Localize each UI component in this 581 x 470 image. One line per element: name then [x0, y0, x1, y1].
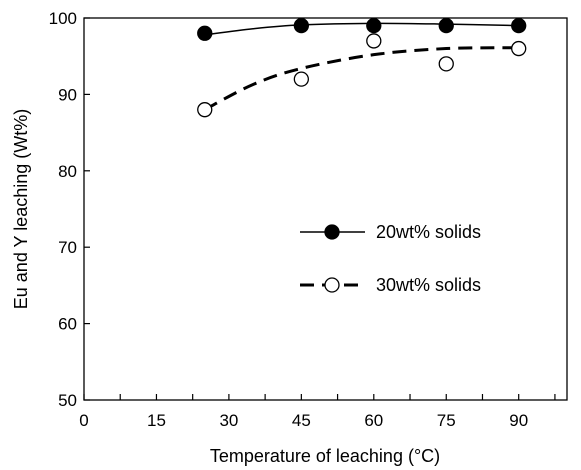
x-tick-label: 30 — [219, 411, 238, 430]
x-tick-label: 45 — [292, 411, 311, 430]
series-layer — [197, 17, 527, 118]
legend-marker-2 — [324, 277, 340, 293]
x-tick-label: 60 — [364, 411, 383, 430]
x-tick-label: 15 — [147, 411, 166, 430]
legend-label-2: 30wt% solids — [376, 275, 481, 295]
y-tick-label: 60 — [58, 315, 77, 334]
legend-label-1: 20wt% solids — [376, 222, 481, 242]
x-tick-label: 90 — [509, 411, 528, 430]
y-axis-label: Eu and Y leaching (Wt%) — [11, 109, 31, 309]
series-1-point — [438, 17, 454, 34]
series-2-point — [438, 56, 454, 72]
legend: 20wt% solids 30wt% solids — [300, 222, 481, 295]
series-1-point — [511, 17, 527, 34]
x-tick-label: 75 — [437, 411, 456, 430]
series-1-trend-line — [204, 22, 519, 36]
series-1-point — [197, 25, 213, 41]
plot-area-frame — [83, 17, 568, 401]
series-2-point — [366, 33, 382, 49]
series-1-point — [293, 17, 310, 34]
x-axis-ticks: 0 15 30 45 60 75 90 — [79, 394, 556, 430]
y-tick-label: 90 — [58, 85, 77, 104]
series-2-point — [511, 40, 527, 57]
series-2-point — [197, 102, 213, 118]
x-tick-label: 0 — [79, 411, 88, 430]
y-tick-label: 100 — [49, 9, 77, 28]
legend-marker-1 — [324, 224, 340, 240]
y-tick-label: 70 — [58, 238, 77, 257]
y-tick-label: 50 — [58, 391, 77, 410]
series-1-point — [366, 17, 382, 34]
y-axis-ticks: 50 60 70 80 90 100 — [49, 9, 90, 410]
series-2-point — [293, 71, 310, 87]
x-axis-label: Temperature of leaching (°C) — [210, 446, 440, 466]
series-2-trend-line — [204, 46, 519, 112]
y-tick-label: 80 — [58, 162, 77, 181]
